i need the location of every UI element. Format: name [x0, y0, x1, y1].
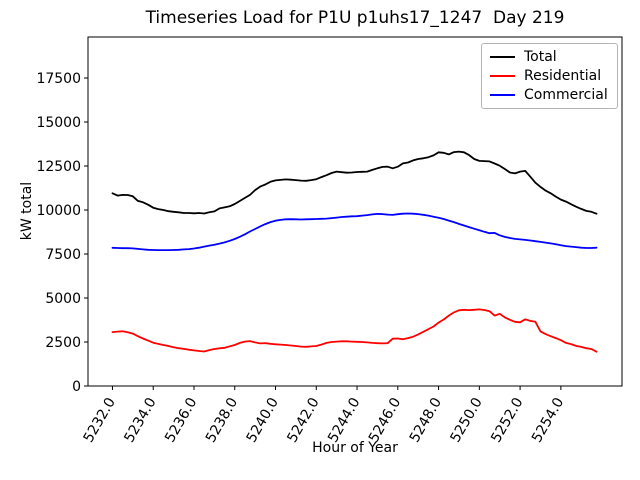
legend-entry-total: Total [490, 48, 609, 67]
legend: Total Residential Commercial [481, 43, 618, 109]
commercial-line-sample [490, 93, 515, 96]
y-tick-label: 10000 [36, 203, 81, 219]
y-tick-label: 7500 [45, 247, 81, 263]
y-tick-label: 12500 [36, 159, 81, 175]
series-line-total [111, 150, 598, 215]
series-line-commercial [111, 212, 598, 252]
x-tick-label: 5242.0 [284, 395, 322, 445]
legend-label-residential: Residential [524, 68, 602, 84]
x-tick-label: 5254.0 [529, 395, 567, 445]
legend-label-total: Total [524, 49, 557, 66]
x-tick-label: 5246.0 [366, 395, 404, 445]
residential-line-sample [490, 75, 515, 77]
legend-entry-residential: Residential [490, 67, 609, 86]
total-line-sample [490, 56, 515, 59]
x-tick-label: 5232.0 [81, 395, 119, 445]
x-tick-label: 5236.0 [162, 395, 200, 445]
axes-spines [87, 36, 623, 387]
x-tick-label: 5250.0 [447, 395, 485, 445]
x-tick-label: 5234.0 [121, 395, 159, 445]
y-axis-label: kW total [19, 181, 35, 241]
x-tick-label: 5248.0 [407, 395, 445, 445]
y-tick-label: 5000 [45, 291, 81, 307]
y-tick-label: 17500 [36, 71, 81, 87]
x-axis-label: Hour of Year [312, 440, 398, 456]
chart-title: Timeseries Load for P1U p1uhs17_1247 Day… [145, 8, 565, 28]
x-tick-label: 5244.0 [325, 395, 363, 445]
legend-label-commercial: Commercial [524, 86, 608, 103]
y-tick-label: 2500 [45, 335, 81, 351]
x-tick-label: 5252.0 [488, 395, 526, 445]
x-tick-label: 5238.0 [203, 395, 241, 445]
x-tick-label: 5240.0 [244, 395, 282, 445]
series-line-residential [111, 308, 598, 353]
legend-entry-commercial: Commercial [490, 85, 609, 104]
y-tick-label: 0 [72, 379, 81, 395]
y-tick-label: 15000 [36, 115, 81, 131]
